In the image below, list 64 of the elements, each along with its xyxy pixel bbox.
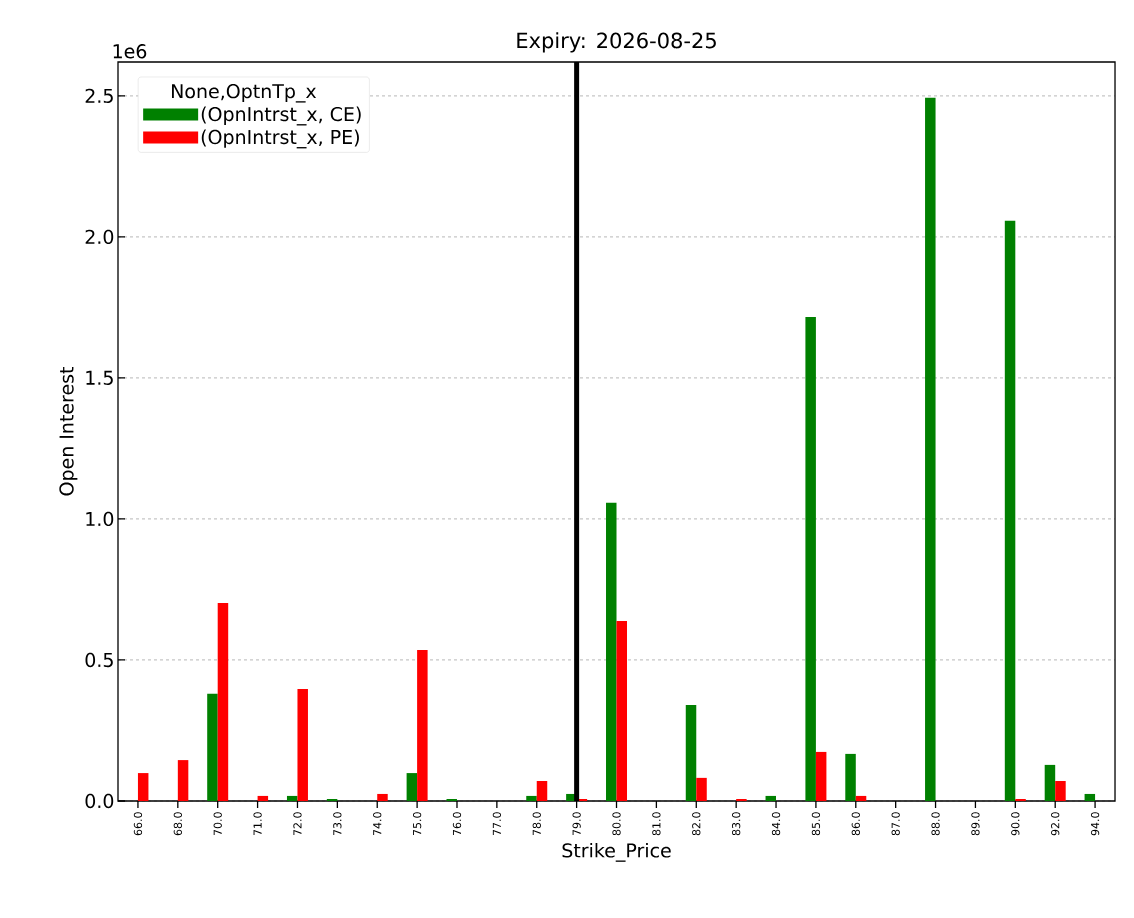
- y-tick-label: 2.5: [85, 88, 113, 104]
- x-tick-label: 75.0: [412, 812, 422, 836]
- bar: [606, 502, 617, 801]
- x-tick-label: 80.0: [612, 812, 621, 836]
- bar: [1044, 764, 1056, 801]
- y-tick-label: 1.5: [86, 370, 113, 385]
- x-axis-title: Strike_Price: [562, 842, 671, 862]
- legend-title: None,OptnTp_x: [172, 83, 317, 103]
- bar: [805, 316, 816, 801]
- bar: [845, 753, 856, 801]
- bar: [177, 760, 189, 801]
- bar: [925, 97, 936, 801]
- x-tick-label: 73.0: [333, 812, 342, 836]
- x-tick-label: 76.0: [452, 812, 462, 836]
- x-tick-label: 84.0: [771, 812, 781, 836]
- x-tick-label: 74.0: [373, 812, 382, 836]
- bar: [1004, 220, 1016, 801]
- y-tick-label: 1.0: [86, 511, 114, 527]
- x-tick-label: 79.0: [572, 812, 581, 836]
- bar: [286, 795, 298, 801]
- bar: [765, 795, 777, 801]
- x-tick-label: 81.0: [652, 812, 661, 836]
- x-tick-label: 70.0: [213, 812, 222, 836]
- bar: [297, 689, 308, 801]
- x-tick-label: 85.0: [811, 812, 821, 836]
- x-tick-label: 72.0: [293, 812, 302, 836]
- text: 1e6: [113, 44, 147, 59]
- bar: [257, 795, 269, 801]
- bar: [526, 795, 537, 801]
- bar: [685, 705, 697, 801]
- bar: [406, 773, 418, 801]
- bar: [417, 650, 428, 801]
- x-tick-label: 89.0: [971, 812, 980, 836]
- y-axis-title: Open Interest: [59, 366, 78, 496]
- x-tick-label: 71.0: [253, 812, 262, 836]
- x-tick-label: 87.0: [891, 812, 900, 836]
- bar: [217, 602, 229, 801]
- x-tick-label: 82.0: [692, 812, 701, 836]
- bar: [536, 780, 548, 801]
- x-tick-label: 68.0: [173, 812, 182, 836]
- bar: [1084, 793, 1096, 801]
- x-tick-label: 83.0: [732, 812, 741, 836]
- x-tick-label: 88.0: [931, 812, 940, 836]
- x-tick-label: 92.0: [1051, 812, 1060, 836]
- x-tick-label: 90.0: [1011, 812, 1020, 836]
- x-tick-label: 66.0: [133, 812, 143, 836]
- y-tick-label: 2.0: [85, 229, 114, 245]
- bar: [815, 751, 827, 801]
- y-tick-label: 0.5: [85, 652, 113, 668]
- bar: [137, 773, 149, 801]
- y-tick-label: 0.0: [85, 793, 114, 809]
- bar: [616, 621, 628, 801]
- bar: [696, 777, 707, 801]
- bar: [207, 693, 218, 801]
- x-tick-label: 78.0: [532, 812, 541, 836]
- bar: [377, 793, 388, 801]
- bar: [1055, 780, 1066, 801]
- x-tick-label: 94.0: [1090, 812, 1100, 836]
- x-tick-label: 77.0: [492, 812, 502, 836]
- legend-label: (OpnIntrst_x, PE): [201, 129, 359, 149]
- legend-label: (OpnIntrst_x, CE): [201, 106, 361, 126]
- x-tick-label: 86.0: [851, 812, 860, 836]
- bar: [855, 795, 867, 801]
- chart-title: Expiry: 2026-08-25: [517, 32, 716, 53]
